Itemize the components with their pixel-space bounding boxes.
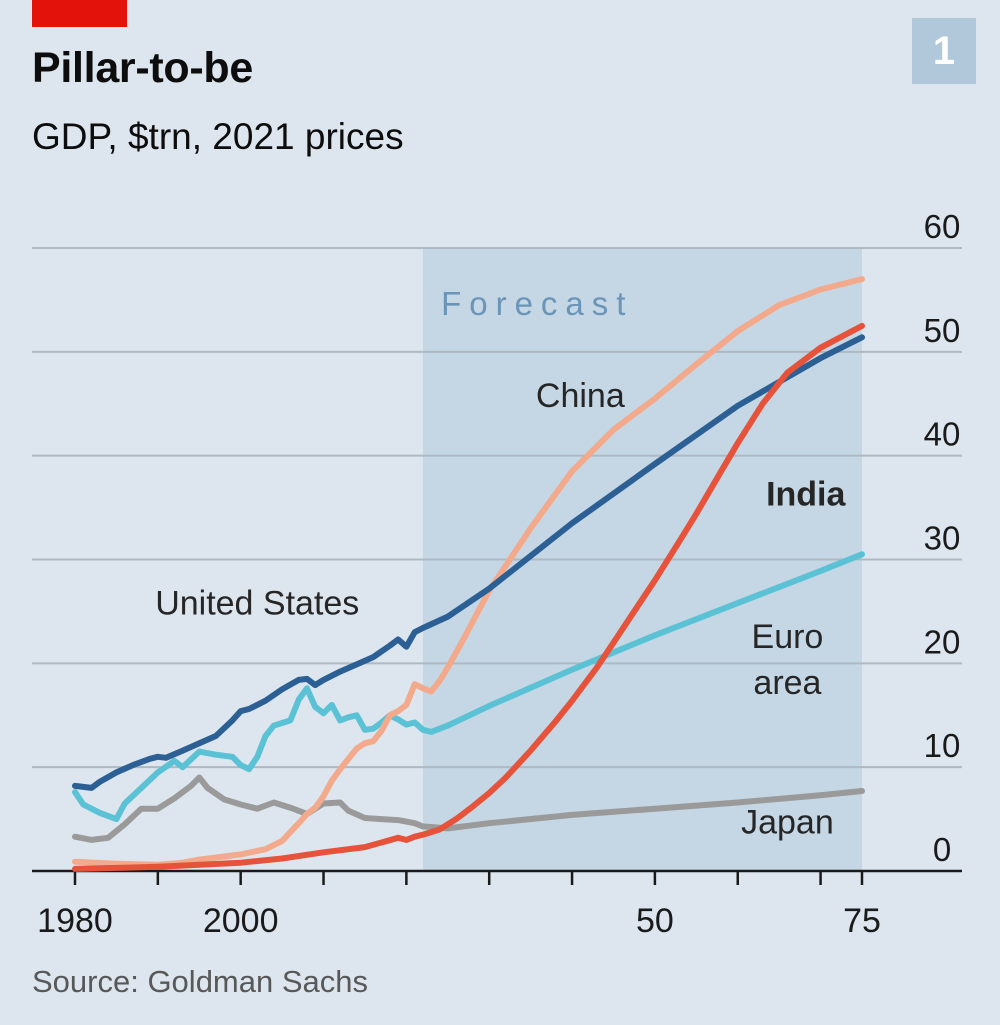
chart-subtitle: GDP, $trn, 2021 prices [32, 116, 404, 157]
x-tick-label-2000: 2000 [203, 902, 279, 940]
chart-title: Pillar-to-be [32, 44, 253, 92]
series-label-euro-area-line-2: area [753, 664, 821, 702]
chart-number-badge: 1 [912, 18, 976, 84]
forecast-label: Forecast [441, 285, 633, 322]
series-line-china [72, 276, 865, 868]
series-line-india [72, 322, 865, 872]
series-label-euro-area: Euro area [752, 618, 824, 702]
y-tick-label-10: 10 [924, 727, 961, 764]
series-label-india: India [766, 476, 846, 514]
y-tick-label-40: 40 [924, 416, 961, 453]
x-tick-label-2050: 50 [636, 902, 674, 940]
brand-red-tab [32, 0, 127, 27]
x-tick-label-1980: 1980 [37, 902, 113, 940]
y-tick-label-50: 50 [924, 312, 961, 349]
y-tick-label-60: 60 [924, 208, 961, 245]
series-label-china: China [536, 377, 625, 415]
source-note: Source: Goldman Sachs [32, 964, 369, 999]
series-label-japan: Japan [741, 804, 834, 842]
series-line-united-states [72, 334, 865, 791]
y-tick-label-0: 0 [933, 831, 951, 868]
y-tick-label-20: 20 [924, 623, 961, 660]
gdp-line-chart: Forecast 0 10 20 30 40 50 60 1980 2000 50 75 Japa… [32, 208, 962, 940]
series-label-euro-area-line-1: Euro [752, 618, 824, 656]
series-line-euro-area [72, 551, 865, 823]
series-label-united-states: United States [155, 585, 359, 623]
x-tick-label-2075: 75 [843, 902, 881, 940]
y-tick-label-30: 30 [924, 520, 961, 557]
